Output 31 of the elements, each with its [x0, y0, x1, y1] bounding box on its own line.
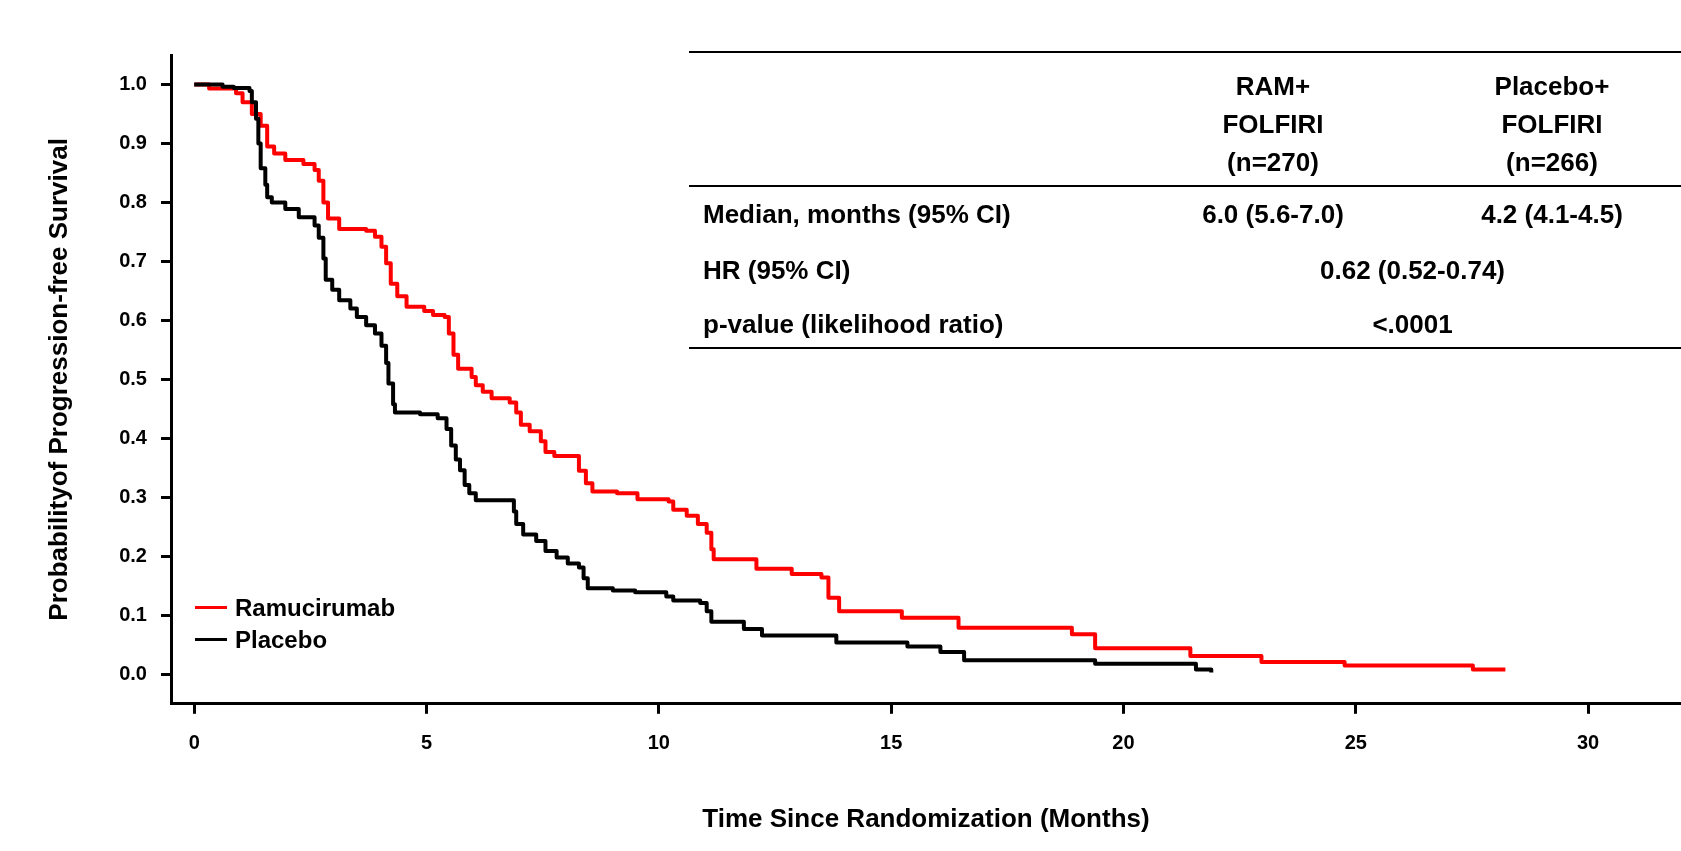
y-tick-label: 1.0 [119, 72, 147, 95]
y-tick-label: 0.0 [119, 661, 147, 684]
x-tick-label: 10 [647, 731, 670, 754]
y-tick-label: 0.2 [119, 543, 147, 566]
annotation: Median, months (95% CI) [703, 198, 1012, 231]
annotation: 4.2 (4.1-4.5) [1480, 198, 1624, 231]
x-tick-label: 20 [1112, 731, 1135, 754]
annotation: RAM+ FOLFIRI (n=270) [1221, 70, 1325, 179]
x-axis-title: Time Since Randomization (Months) [702, 802, 1150, 833]
legend-label: Ramucirumab [235, 593, 396, 622]
y-tick-label: 0.5 [119, 366, 147, 389]
x-tick-label: 5 [420, 731, 433, 754]
y-tick-label: 0.6 [119, 307, 147, 330]
annotation: 6.0 (5.6-7.0) [1201, 198, 1345, 231]
y-tick-label: 0.3 [119, 484, 147, 507]
annotation: HR (95% CI) [703, 254, 852, 287]
annotation: Placebo+ FOLFIRI (n=266) [1493, 70, 1611, 179]
x-tick-label: 30 [1576, 731, 1600, 754]
annotation: p-value (likelihood ratio) [703, 308, 1005, 341]
y-axis-title: Probabilityof Progression-free Survival [42, 138, 73, 621]
x-tick-label: 15 [880, 731, 903, 754]
y-tick-label: 0.4 [119, 425, 148, 448]
y-tick-label: 0.1 [119, 602, 147, 625]
y-tick-label: 0.8 [119, 189, 147, 212]
x-tick-label: 25 [1344, 731, 1367, 754]
x-tick-label: 0 [188, 731, 200, 754]
legend-label: Placebo [235, 625, 328, 654]
annotation: <.0001 [1371, 308, 1454, 341]
y-tick-label: 0.7 [119, 248, 147, 271]
y-tick-label: 0.9 [119, 130, 147, 153]
annotation: 0.62 (0.52-0.74) [1319, 254, 1506, 287]
